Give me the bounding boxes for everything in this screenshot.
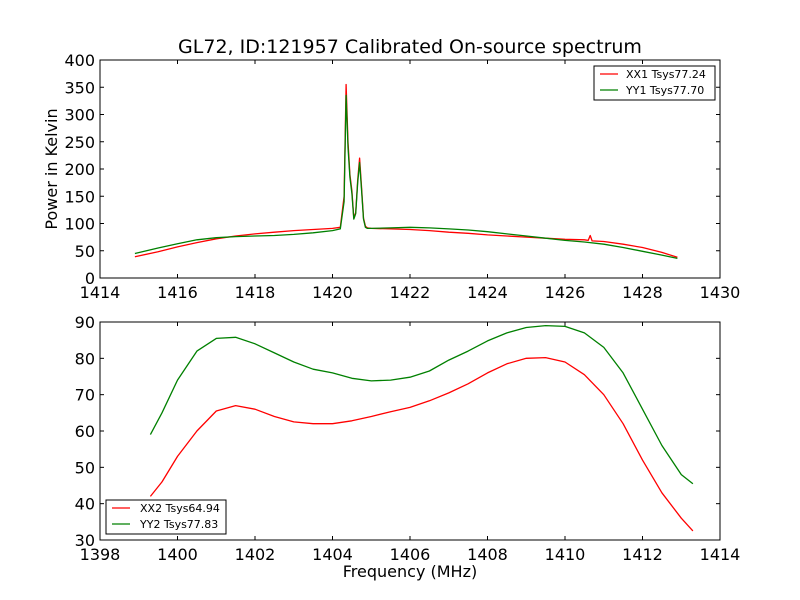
x-tick-label: 1416 bbox=[157, 283, 198, 302]
x-tick-label: 1422 bbox=[390, 283, 431, 302]
top-panel-lines bbox=[134, 83, 678, 260]
top-series-line-2 bbox=[134, 94, 678, 260]
legend-label-xx2: XX2 Tsys64.94 bbox=[140, 502, 220, 515]
x-tick-label: 1430 bbox=[700, 283, 741, 302]
y-tick-label: 30 bbox=[75, 531, 95, 550]
y-tick-label: 200 bbox=[64, 160, 95, 179]
x-tick-label: 1420 bbox=[312, 283, 353, 302]
bottom-legend: XX2 Tsys64.94 YY2 Tsys77.83 bbox=[105, 499, 227, 535]
top-panel-ticks: 1414 1416 1418 1420 1422 1424 1426 1428 1430 0 50 1… bbox=[64, 51, 740, 302]
y-tick-label: 70 bbox=[75, 386, 95, 405]
bottom-panel-lines bbox=[149, 324, 694, 532]
y-tick-label: 350 bbox=[64, 78, 95, 97]
x-tick-label: 1408 bbox=[467, 545, 508, 564]
x-tick-label: 1414 bbox=[80, 283, 121, 302]
x-tick-label: 1412 bbox=[622, 545, 663, 564]
bottom-legend-box bbox=[105, 499, 227, 535]
y-tick-label: 250 bbox=[64, 133, 95, 152]
x-tick-label: 1426 bbox=[545, 283, 586, 302]
legend-label-xx1: XX1 Tsys77.24 bbox=[626, 68, 706, 81]
y-tick-label: 50 bbox=[75, 242, 95, 261]
x-tick-label: 1424 bbox=[467, 283, 508, 302]
bottom-series-line-1 bbox=[149, 356, 694, 532]
bottom-series-line-2 bbox=[149, 324, 694, 485]
y-tick-label: 50 bbox=[75, 458, 95, 477]
y-tick-label: 0 bbox=[85, 269, 95, 288]
bottom-plot-frame bbox=[99, 321, 721, 541]
top-panel: GL72, ID:121957 Calibrated On-source spe… bbox=[42, 36, 740, 302]
y-tick-label: 100 bbox=[64, 215, 95, 234]
legend-label-yy2: YY2 Tsys77.83 bbox=[139, 518, 218, 531]
bottom-panel-ticks: 1398 1400 1402 1404 1406 1408 1410 1412 1414 30 40… bbox=[75, 313, 741, 564]
x-tick-label: 1418 bbox=[235, 283, 276, 302]
x-tick-label: 1404 bbox=[312, 545, 353, 564]
x-tick-label: 1410 bbox=[545, 545, 586, 564]
y-tick-label: 150 bbox=[64, 187, 95, 206]
top-legend: XX1 Tsys77.24 YY1 Tsys77.70 bbox=[593, 65, 716, 101]
y-tick-label: 40 bbox=[75, 495, 95, 514]
bottom-panel: Frequency (MHz) 1398 1400 1402 1404 1406 1408… bbox=[75, 313, 741, 581]
top-plot-frame bbox=[99, 59, 721, 279]
x-tick-label: 1402 bbox=[235, 545, 276, 564]
y-tick-label: 400 bbox=[64, 51, 95, 70]
x-tick-label: 1428 bbox=[622, 283, 663, 302]
y-tick-label: 90 bbox=[75, 313, 95, 332]
chart-title: GL72, ID:121957 Calibrated On-source spe… bbox=[178, 36, 642, 58]
y-tick-label: 300 bbox=[64, 106, 95, 125]
y-tick-label: 80 bbox=[75, 349, 95, 368]
legend-label-yy1: YY1 Tsys77.70 bbox=[625, 84, 704, 97]
x-tick-label: 1414 bbox=[700, 545, 741, 564]
y-axis-label: Power in Kelvin bbox=[42, 108, 61, 229]
x-tick-label: 1400 bbox=[157, 545, 198, 564]
top-legend-box bbox=[593, 65, 716, 101]
x-tick-label: 1406 bbox=[390, 545, 431, 564]
y-tick-label: 60 bbox=[75, 422, 95, 441]
x-tick-label: 1398 bbox=[80, 545, 121, 564]
x-axis-label: Frequency (MHz) bbox=[343, 562, 477, 581]
